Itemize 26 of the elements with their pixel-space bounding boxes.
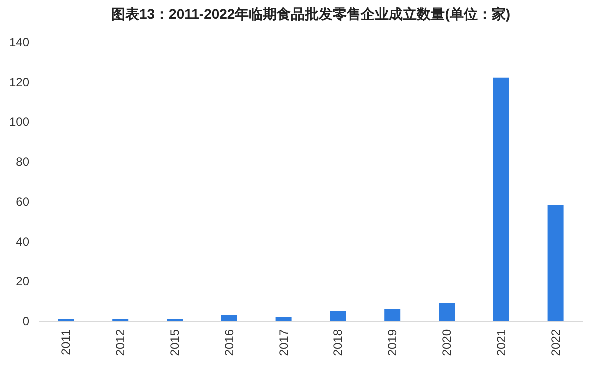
bar [276,317,292,321]
y-tick-label: 120 [9,75,30,90]
y-tick-label: 0 [22,314,30,328]
x-tick-label: 2015 [168,329,182,356]
x-tick-label: 2021 [494,329,508,356]
bar [221,315,238,321]
y-tick-label: 100 [9,115,30,130]
y-tick-label: 40 [16,234,30,249]
x-tick-label: 2012 [114,329,128,356]
x-tick-label: 2018 [331,329,346,356]
y-tick-label: 140 [9,36,30,50]
x-tick-label: 2016 [222,329,236,356]
bar [548,205,564,321]
x-tick-label: 2011 [59,329,74,356]
y-tick-label: 80 [16,155,30,170]
x-tick-label: 2019 [386,329,400,356]
y-tick-label: 20 [16,274,30,289]
bar [439,303,455,321]
y-tick-label: 60 [16,194,30,209]
bar [384,309,401,321]
x-tick-label: 2017 [276,329,291,356]
bar [493,78,510,321]
x-tick-label: 2022 [548,329,563,356]
bar [330,311,346,321]
chart-title: 图表13：2011-2022年临期食品批发零售企业成立数量(单位：家) [111,6,511,22]
x-tick-label: 2020 [440,329,454,356]
